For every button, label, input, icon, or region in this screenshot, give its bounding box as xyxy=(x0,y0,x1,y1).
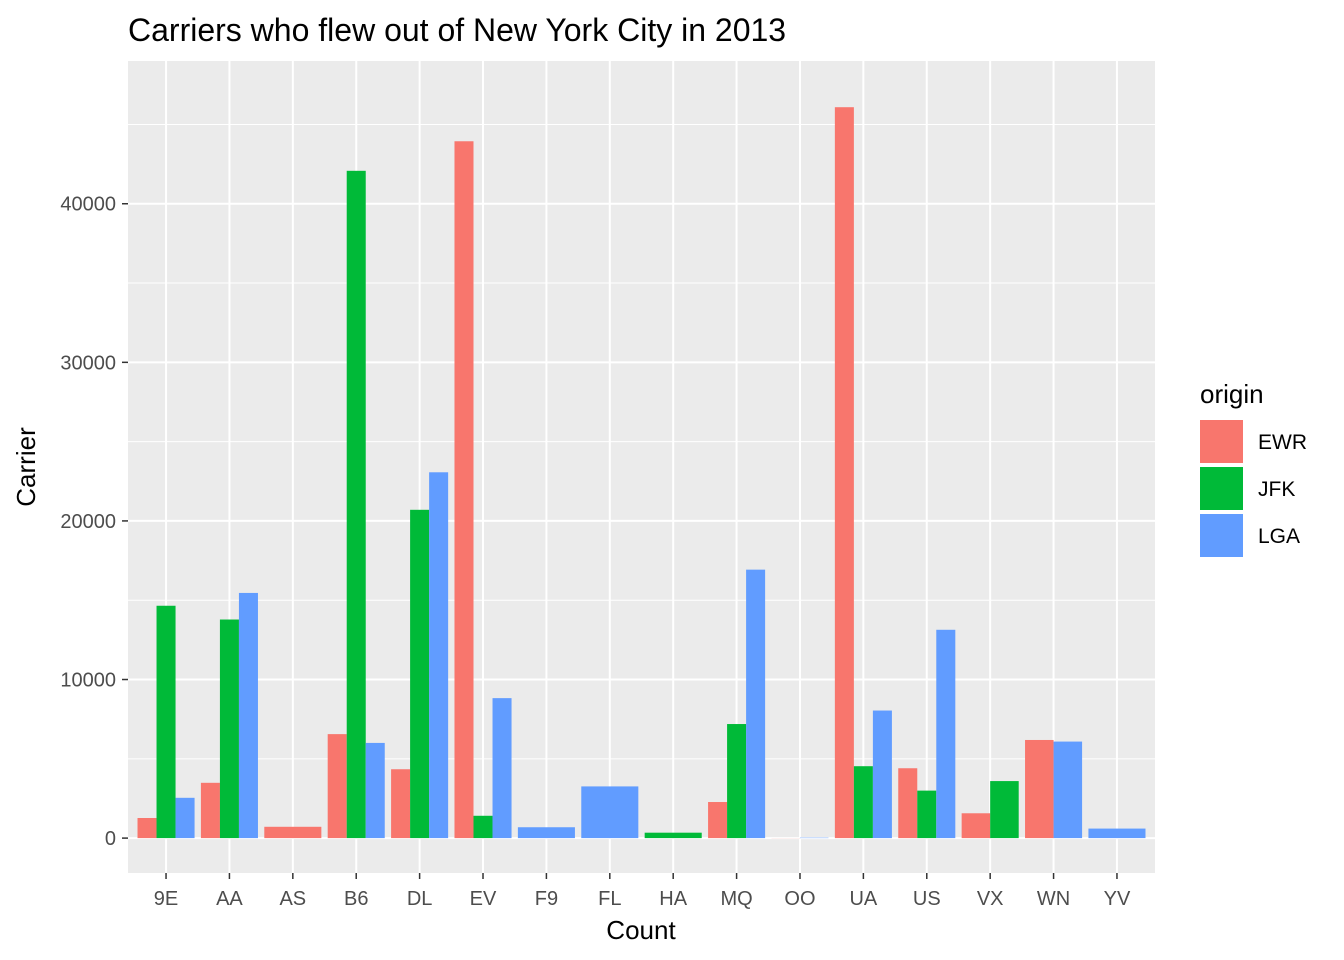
bar-b6-lga xyxy=(365,742,385,839)
legend-key-jfk xyxy=(1200,467,1243,510)
bar-aa-jfk xyxy=(219,619,239,839)
bar-ua-jfk xyxy=(853,766,873,839)
bar-vx-jfk xyxy=(990,781,1019,839)
x-tick-label: UA xyxy=(849,888,877,910)
bar-ev-lga xyxy=(492,698,512,839)
bar-b6-jfk xyxy=(346,170,366,839)
x-tick-label: YV xyxy=(1104,888,1131,910)
x-tick-label: B6 xyxy=(344,888,368,910)
bar-ua-ewr xyxy=(834,107,854,839)
bar-aa-lga xyxy=(238,592,258,839)
x-tick-label: MQ xyxy=(720,888,752,910)
legend-label-jfk: JFK xyxy=(1258,478,1295,501)
plot-panel xyxy=(128,61,1155,873)
bar-f9-lga xyxy=(517,827,575,839)
x-tick-label: AS xyxy=(279,888,306,910)
x-tick-label: WN xyxy=(1037,888,1070,910)
bar-yv-lga xyxy=(1088,828,1146,839)
legend-key-ewr xyxy=(1200,420,1243,463)
legend-label-ewr: EWR xyxy=(1258,431,1307,454)
y-tick-label: 20000 xyxy=(60,511,116,533)
bar-mq-ewr xyxy=(708,802,728,839)
x-tick-label: VX xyxy=(977,888,1004,910)
y-tick-label: 40000 xyxy=(60,194,116,216)
x-tick-label: AA xyxy=(216,888,243,910)
x-tick-label: HA xyxy=(659,888,687,910)
bar-9e-lga xyxy=(175,797,195,839)
bar-dl-lga xyxy=(429,472,449,839)
bar-9e-ewr xyxy=(137,817,157,839)
bar-aa-ewr xyxy=(200,782,220,839)
bar-as-ewr xyxy=(264,826,322,839)
bar-ha-jfk xyxy=(644,832,702,839)
x-tick-label: FL xyxy=(598,888,621,910)
y-tick-label: 10000 xyxy=(60,670,116,692)
x-tick-label: F9 xyxy=(535,888,558,910)
bar-wn-lga xyxy=(1053,741,1083,839)
bar-vx-ewr xyxy=(961,813,991,839)
chart-title: Carriers who flew out of New York City i… xyxy=(128,12,786,48)
bar-us-lga xyxy=(936,629,956,839)
bar-dl-ewr xyxy=(391,769,411,839)
x-axis: 9E AA AS B6 DL EV F9 FL HA MQ OO UA US VX WN YV xyxy=(154,873,1131,910)
bar-9e-jfk xyxy=(156,605,176,839)
bar-us-jfk xyxy=(917,790,937,839)
minor-gridlines xyxy=(128,123,1155,760)
legend-label-lga: LGA xyxy=(1258,525,1300,548)
legend-title: origin xyxy=(1200,379,1264,409)
x-tick-label: US xyxy=(913,888,941,910)
bars xyxy=(137,107,1146,839)
x-tick-label: OO xyxy=(784,888,815,910)
bar-ev-jfk xyxy=(473,815,493,839)
x-axis-title: Count xyxy=(606,915,676,945)
bar-ev-ewr xyxy=(454,141,474,839)
y-axis: 0 10000 20000 30000 40000 xyxy=(60,194,128,850)
y-axis-title: Carrier xyxy=(11,427,41,507)
legend-key-lga xyxy=(1200,514,1243,557)
bar-us-ewr xyxy=(898,768,918,839)
bar-mq-jfk xyxy=(727,724,747,839)
bar-fl-lga xyxy=(581,786,639,839)
bar-dl-jfk xyxy=(410,509,430,839)
y-tick-label: 0 xyxy=(105,828,116,850)
bar-b6-ewr xyxy=(327,734,347,839)
x-tick-label: 9E xyxy=(154,888,178,910)
x-tick-label: EV xyxy=(470,888,497,910)
bar-ua-lga xyxy=(872,710,892,839)
y-tick-label: 30000 xyxy=(60,352,116,374)
bar-wn-ewr xyxy=(1025,739,1054,839)
legend: origin EWR JFK LGA xyxy=(1200,379,1307,557)
x-tick-label: DL xyxy=(407,888,433,910)
bar-mq-lga xyxy=(746,569,766,839)
